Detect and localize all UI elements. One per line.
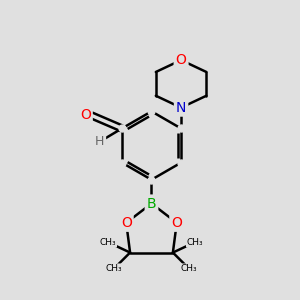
Text: O: O xyxy=(176,53,187,67)
Text: N: N xyxy=(176,100,186,115)
Text: O: O xyxy=(80,108,91,122)
Text: CH₃: CH₃ xyxy=(100,238,116,247)
Text: H: H xyxy=(95,135,104,148)
Text: CH₃: CH₃ xyxy=(105,264,122,273)
Text: O: O xyxy=(171,216,182,230)
Text: O: O xyxy=(121,216,132,230)
Text: CH₃: CH₃ xyxy=(187,238,203,247)
Text: CH₃: CH₃ xyxy=(181,264,197,273)
Text: B: B xyxy=(147,196,156,211)
